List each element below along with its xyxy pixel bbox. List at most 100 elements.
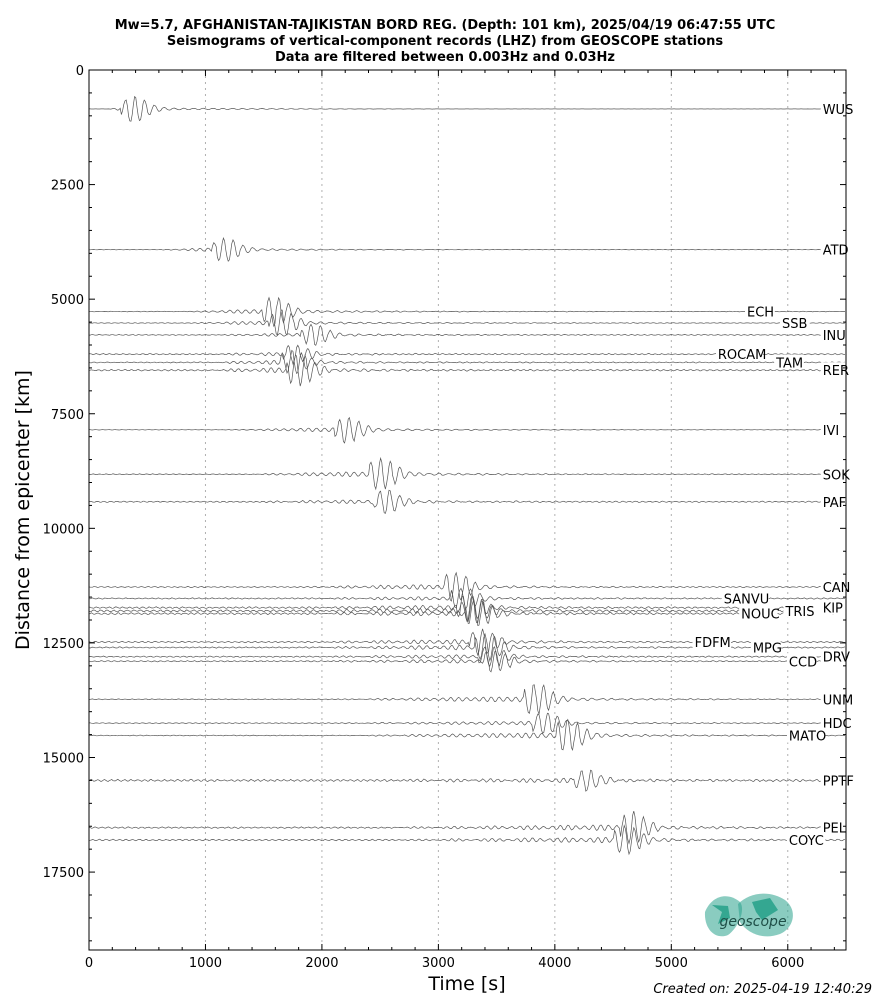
x-tick-label: 2000 — [305, 956, 338, 971]
station-label-rer: RER — [823, 364, 849, 379]
x-tick-label: 5000 — [655, 956, 688, 971]
seismogram-trace-sok — [89, 456, 846, 491]
station-label-bg — [774, 354, 804, 370]
station-label-mpg: MPG — [753, 642, 782, 657]
station-label-tris: TRIS — [784, 605, 814, 620]
geoscope-logo: geoscope — [704, 893, 793, 937]
logo-text: geoscope — [719, 914, 786, 930]
station-label-sok: SOK — [823, 468, 850, 483]
seismogram-trace-ccd — [88, 650, 846, 673]
seismogram-trace-ivi — [88, 416, 846, 444]
y-tick-label: 2500 — [51, 179, 84, 194]
station-label-tam: TAM — [775, 356, 803, 371]
station-label-bg — [820, 362, 851, 378]
station-label-bg — [820, 421, 851, 437]
seismogram-trace-can — [88, 571, 846, 602]
station-label-bg — [820, 772, 860, 788]
seismogram-trace-hdc — [88, 712, 846, 734]
seismogram-trace-drv — [88, 646, 846, 667]
seismogram-trace-paf — [88, 489, 846, 514]
station-label-pel: PEL — [823, 822, 847, 837]
station-label-can: CAN — [823, 581, 851, 596]
y-axis-label: Distance from epicenter [km] — [12, 370, 34, 650]
y-tick-label: 5000 — [51, 293, 84, 308]
station-label-inu: INU — [823, 329, 846, 344]
seismogram-trace-sanvu — [89, 587, 846, 610]
station-labels: WUS ATD ECH SSB INU ROCAM TAM RER IVI SOK PAF CAN SA… — [692, 100, 860, 849]
y-tick-label: 7500 — [51, 408, 84, 423]
seismogram-trace-mato — [89, 718, 846, 751]
x-tick-label: 4000 — [538, 956, 571, 971]
station-label-bg — [786, 653, 817, 669]
station-label-bg — [786, 727, 826, 743]
station-label-bg — [692, 634, 731, 649]
y-tick-label: 10000 — [43, 522, 84, 537]
station-label-bg — [739, 605, 778, 621]
station-label-bg — [783, 602, 822, 618]
station-label-bg — [779, 315, 810, 330]
seismogram-trace-inu — [89, 323, 846, 346]
x-tick-label: 1000 — [189, 956, 222, 971]
y-tick-label: 17500 — [43, 866, 84, 881]
station-label-bg — [715, 346, 763, 362]
station-label-nouc: NOUC — [741, 608, 780, 623]
station-label-bg — [745, 303, 775, 319]
station-label-bg — [820, 691, 851, 707]
x-axis-ticks: 0 1000 2000 3000 4000 5000 6000 — [85, 70, 835, 971]
seismogram-trace-ech — [88, 296, 846, 328]
station-label-mato: MATO — [789, 730, 826, 745]
y-tick-label: 0 — [76, 64, 84, 79]
station-label-kip: KIP — [823, 602, 843, 617]
x-tick-label: 0 — [85, 956, 93, 971]
seismogram-trace-nouc — [88, 601, 846, 626]
seismogram-trace-atd — [89, 237, 846, 262]
chart-title-line-2: Seismograms of vertical-component record… — [166, 34, 724, 49]
station-label-bg — [820, 100, 851, 116]
seismogram-trace-rer — [88, 353, 846, 387]
station-label-bg — [820, 819, 851, 835]
station-label-hdc: HDC — [823, 717, 852, 732]
y-tick-label: 15000 — [43, 752, 84, 767]
y-tick-label: 12500 — [43, 637, 84, 652]
station-label-drv: DRV — [823, 651, 850, 666]
station-label-atd: ATD — [823, 244, 849, 259]
station-label-bg — [786, 832, 826, 847]
x-axis-label: Time [s] — [427, 973, 505, 995]
creation-timestamp: Created on: 2025-04-19 12:40:29 — [653, 982, 872, 997]
station-label-bg — [721, 590, 769, 606]
station-label-ssb: SSB — [782, 317, 807, 332]
station-label-bg — [820, 715, 851, 731]
station-label-sanvu: SANVU — [724, 592, 770, 607]
station-label-unm: UNM — [823, 693, 853, 708]
station-label-bg — [820, 579, 851, 594]
seismogram-trace-pptf — [88, 769, 846, 792]
station-label-ech: ECH — [747, 306, 774, 321]
grid-lines — [204, 70, 789, 950]
station-label-paf: PAF — [823, 496, 846, 511]
station-label-bg — [820, 466, 851, 482]
seismogram-traces — [88, 95, 846, 856]
seismogram-trace-tam — [88, 349, 846, 375]
seismogram-trace-unm — [88, 684, 846, 715]
x-tick-label: 3000 — [422, 956, 455, 971]
seismogram-trace-pel — [88, 811, 846, 845]
plot-frame — [88, 69, 847, 951]
station-label-bg — [820, 326, 851, 342]
station-label-bg — [820, 648, 851, 664]
chart-title-line-1: Mw=5.7, AFGHANISTAN-TAJIKISTAN BORD REG.… — [114, 18, 776, 33]
chart-title-line-3: Data are filtered between 0.003Hz and 0.… — [274, 50, 616, 65]
seismogram-trace-ssb — [88, 309, 846, 336]
station-label-ccd: CCD — [789, 655, 817, 670]
station-label-fdfm: FDFM — [695, 636, 731, 651]
station-label-bg — [820, 599, 851, 615]
seismogram-trace-tris — [88, 596, 846, 624]
y-axis-ticks: 0 2500 5000 7500 10000 12500 15000 17500 — [43, 64, 846, 942]
station-label-pptf: PPTF — [823, 774, 854, 789]
station-label-wus: WUS — [823, 103, 854, 118]
station-label-bg — [750, 639, 781, 655]
station-label-ivi: IVI — [823, 424, 840, 439]
seismogram-trace-fdfm — [88, 628, 845, 657]
seismogram-trace-coyc — [89, 824, 846, 856]
station-label-coyc: COYC — [789, 834, 824, 849]
